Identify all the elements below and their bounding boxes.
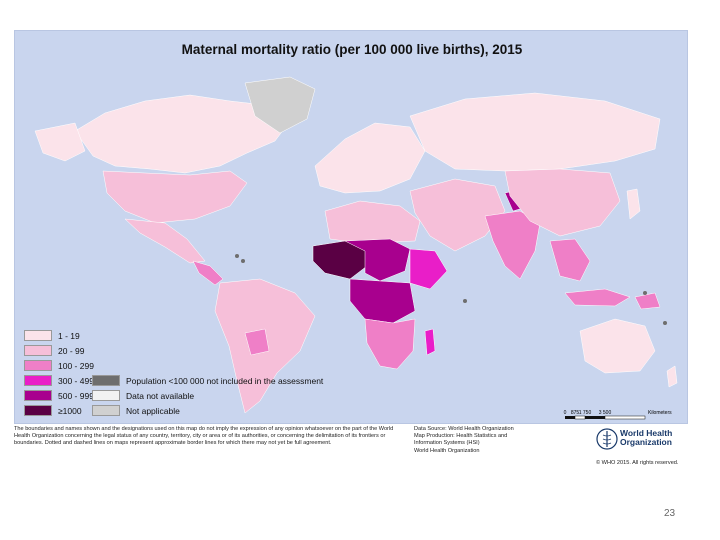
source-line: Information Systems (HSI) bbox=[414, 440, 480, 447]
region-europe bbox=[314, 122, 426, 194]
page-number: 23 bbox=[664, 508, 676, 519]
region-china bbox=[504, 168, 621, 237]
region-new-zealand bbox=[666, 365, 678, 388]
legend-label: Data not available bbox=[126, 390, 195, 401]
source-line: World Health Organization bbox=[414, 447, 480, 454]
scale-tick: 1 750 bbox=[579, 410, 592, 416]
map-footer: The boundaries and names shown and the d… bbox=[14, 426, 704, 474]
scale-tick: 3 500 bbox=[599, 410, 612, 416]
island-pacific bbox=[663, 321, 667, 325]
legend-label: ≥1000 bbox=[58, 405, 82, 416]
scale-tick: 0 bbox=[564, 410, 567, 416]
region-canada bbox=[74, 94, 291, 174]
region-central-africa bbox=[349, 278, 416, 324]
legend-swatch bbox=[24, 375, 52, 386]
region-mexico bbox=[124, 218, 206, 264]
island-caribbean bbox=[241, 259, 245, 263]
region-australia bbox=[579, 318, 656, 374]
region-japan bbox=[626, 188, 641, 220]
legend-label: Population <100 000 not included in the … bbox=[126, 375, 324, 386]
region-greenland bbox=[244, 76, 316, 134]
legend-item: Not applicable bbox=[92, 405, 180, 416]
region-usa bbox=[102, 170, 248, 224]
region-indonesia bbox=[564, 288, 631, 307]
legend-swatch bbox=[24, 360, 52, 371]
legend-swatch bbox=[92, 375, 120, 386]
legend-label: 20 - 99 bbox=[58, 345, 85, 356]
legend-label: 300 - 499 bbox=[58, 375, 94, 386]
scale-unit: Kilometers bbox=[648, 410, 672, 416]
legend-item: 20 - 99 bbox=[24, 345, 84, 356]
region-madagascar bbox=[424, 328, 436, 356]
legend-swatch bbox=[24, 405, 52, 416]
region-png bbox=[634, 292, 661, 310]
world-map bbox=[34, 76, 678, 414]
scale-tick: 875 bbox=[571, 410, 580, 416]
legend-item: 300 - 499 bbox=[24, 375, 94, 386]
region-russia bbox=[409, 92, 661, 172]
scale-bar: 0 875 1 750 3 500 Kilometers bbox=[564, 410, 672, 420]
who-emblem-icon bbox=[596, 428, 618, 450]
who-name-line: Organization bbox=[620, 437, 672, 447]
legend-swatch bbox=[24, 345, 52, 356]
legend-swatch bbox=[92, 390, 120, 401]
map-panel: Maternal mortality ratio (per 100 000 li… bbox=[14, 30, 688, 424]
region-sahel bbox=[344, 238, 411, 282]
legend-item: Population <100 000 not included in the … bbox=[92, 375, 323, 386]
region-southern-africa bbox=[364, 318, 416, 370]
island-pacific bbox=[643, 291, 647, 295]
data-source: Data Source: World Health Organization M… bbox=[414, 426, 584, 455]
region-horn-of-africa bbox=[409, 248, 448, 290]
legend-item: 500 - 999 bbox=[24, 390, 94, 401]
legend-item: ≥1000 bbox=[24, 405, 82, 416]
region-central-america bbox=[192, 260, 224, 286]
region-bolivia bbox=[244, 328, 270, 356]
source-line: Map Production: Health Statistics and bbox=[414, 433, 508, 440]
legend-item: 100 - 299 bbox=[24, 360, 94, 371]
legend-label: 500 - 999 bbox=[58, 390, 94, 401]
legend-label: 100 - 299 bbox=[58, 360, 94, 371]
region-middle-east bbox=[409, 178, 506, 252]
region-north-africa bbox=[324, 200, 421, 244]
legend-swatch bbox=[24, 390, 52, 401]
legend-label: Not applicable bbox=[126, 405, 180, 416]
legend-item: 1 - 19 bbox=[24, 330, 80, 341]
map-title: Maternal mortality ratio (per 100 000 li… bbox=[181, 42, 523, 57]
legend-swatch bbox=[92, 405, 120, 416]
legend-label: 1 - 19 bbox=[58, 330, 80, 341]
region-se-asia bbox=[549, 238, 591, 282]
legend-item: Data not available bbox=[92, 390, 194, 401]
who-name: World Health Organization bbox=[620, 429, 700, 447]
disclaimer-text: The boundaries and names shown and the d… bbox=[14, 426, 394, 447]
region-alaska bbox=[34, 122, 86, 162]
legend-swatch bbox=[24, 330, 52, 341]
who-logo-block: World Health Organization © WHO 2015. Al… bbox=[596, 426, 706, 472]
island-indian-ocean bbox=[463, 299, 467, 303]
source-line: Data Source: World Health Organization bbox=[414, 426, 514, 432]
copyright: © WHO 2015. All rights reserved. bbox=[596, 460, 679, 466]
who-name-line: World Health bbox=[620, 428, 673, 438]
island-caribbean bbox=[235, 254, 239, 258]
